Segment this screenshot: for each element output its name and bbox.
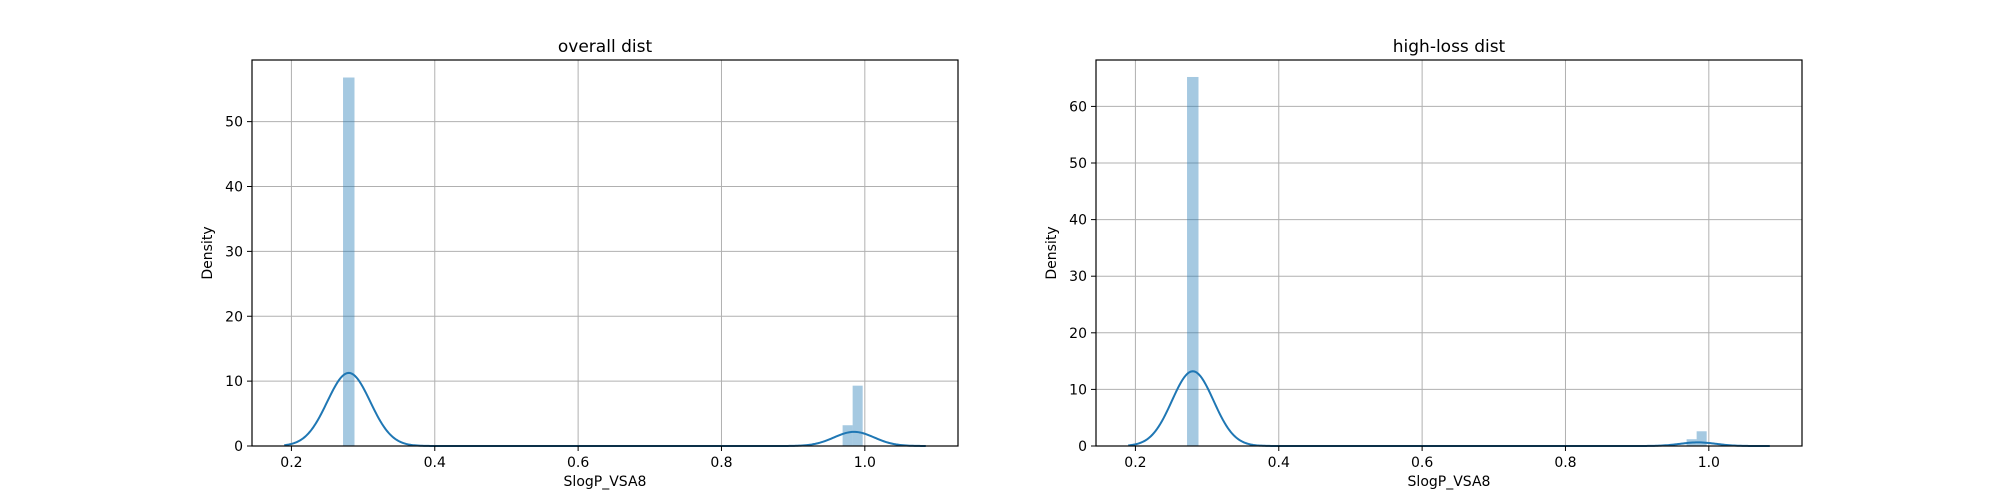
y-tick-label: 0 [1078, 439, 1087, 455]
histogram-bar [842, 425, 853, 446]
y-axis-label: Density [200, 226, 216, 279]
histogram-bar [852, 385, 863, 446]
chart-title: overall dist [558, 37, 653, 57]
histogram-bar [1696, 431, 1707, 446]
histogram-bar [1187, 76, 1199, 447]
histogram-bar [343, 77, 355, 447]
plot-frame [251, 59, 959, 447]
y-tick-label: 20 [1069, 326, 1087, 342]
y-tick-label: 10 [1069, 382, 1087, 398]
y-tick-label: 30 [225, 244, 243, 260]
y-tick-label: 0 [234, 439, 243, 455]
x-tick-label: 0.6 [1411, 455, 1433, 471]
x-tick-label: 0.6 [567, 455, 589, 471]
y-axis-label: Density [1044, 226, 1060, 279]
kde-curve [284, 371, 926, 447]
x-tick-label: 0.2 [1124, 455, 1146, 471]
plot-frame [1095, 59, 1803, 447]
y-tick-label: 40 [1069, 213, 1087, 229]
x-tick-label: 0.8 [710, 455, 732, 471]
chart-title: high-loss dist [1393, 37, 1506, 57]
x-tick-label: 0.4 [1268, 455, 1290, 471]
x-axis-label: SlogP_VSA8 [564, 474, 647, 490]
y-tick-label: 50 [1069, 156, 1087, 172]
y-tick-label: 60 [1069, 99, 1087, 115]
x-axis-label: SlogP_VSA8 [1408, 474, 1491, 490]
x-tick-label: 0.8 [1554, 455, 1576, 471]
y-tick-label: 50 [225, 115, 243, 131]
x-tick-label: 1.0 [1698, 455, 1720, 471]
y-tick-label: 40 [225, 180, 243, 196]
y-tick-label: 10 [225, 374, 243, 390]
x-tick-label: 0.4 [424, 455, 446, 471]
overall-dist-panel: 0.2 0.4 0.6 0.8 1.0 0 10 20 30 40 50 overall dist Sl… [200, 37, 959, 490]
x-tick-label: 0.2 [280, 455, 302, 471]
kde-curve [1128, 370, 1770, 447]
y-tick-label: 30 [1069, 269, 1087, 285]
y-tick-label: 20 [225, 309, 243, 325]
x-tick-label: 1.0 [854, 455, 876, 471]
high-loss-dist-panel: 0.2 0.4 0.6 0.8 1.0 0 10 20 30 40 50 60 high-loss di… [1044, 37, 1803, 490]
